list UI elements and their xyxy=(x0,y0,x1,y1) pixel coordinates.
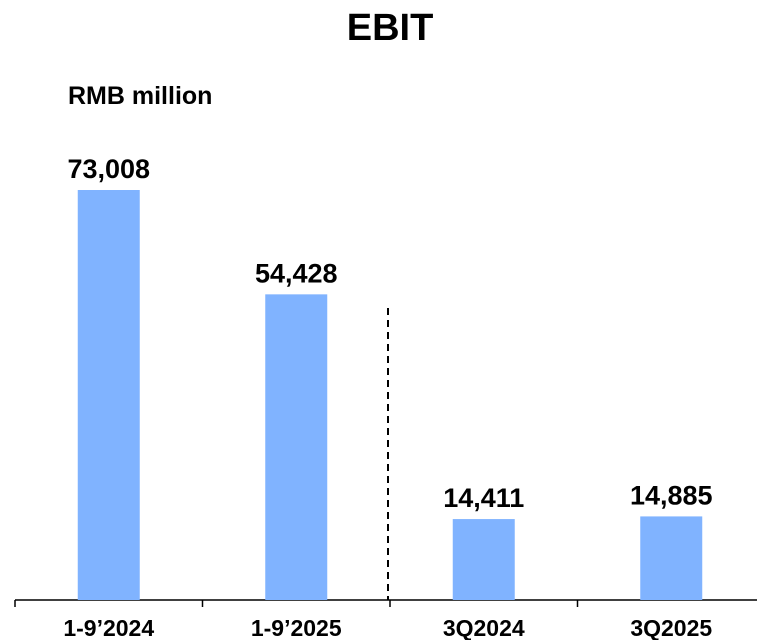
bar xyxy=(452,519,515,600)
value-label: 14,885 xyxy=(630,480,713,510)
value-label: 54,428 xyxy=(255,258,338,288)
unit-label: RMB million xyxy=(68,82,212,110)
value-label: 14,411 xyxy=(443,483,524,513)
bar xyxy=(640,516,703,600)
value-label: 73,008 xyxy=(67,154,150,184)
chart-title: EBIT xyxy=(347,7,434,49)
x-tick-label: 1-9’2024 xyxy=(63,615,154,640)
bar xyxy=(77,190,140,600)
x-tick-label: 3Q2025 xyxy=(630,615,712,640)
x-tick-label: 3Q2024 xyxy=(443,615,525,640)
bar xyxy=(265,294,328,600)
x-tick-label: 1-9’2025 xyxy=(251,615,342,640)
